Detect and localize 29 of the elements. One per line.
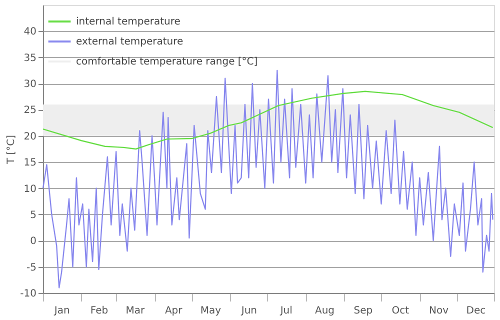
x-tick-label: Sep <box>354 306 373 316</box>
y-tick-label: -10 <box>20 288 36 300</box>
x-tick-label: Dec <box>466 306 486 316</box>
x-tick-label: Jun <box>240 306 257 316</box>
y-tick-label: 35 <box>24 52 36 64</box>
y-tick-label: 30 <box>24 79 36 90</box>
x-tick-label: Oct <box>392 306 410 316</box>
y-tick-label: 40 <box>24 26 36 38</box>
x-tick-label: Apr <box>164 306 184 316</box>
y-axis-title: T [°C] <box>6 134 18 166</box>
legend-label: comfortable temperature range [°C] <box>76 56 258 68</box>
y-tick-label: -5 <box>26 262 36 274</box>
y-tick-label: 20 <box>24 131 36 142</box>
y-tick-label: 10 <box>24 184 36 195</box>
x-tick-label: May <box>200 306 222 316</box>
line-series <box>42 90 494 150</box>
x-tick-label: Nov <box>428 306 449 316</box>
legend-label: external temperature <box>76 36 184 48</box>
line-series <box>42 70 494 288</box>
y-tick-label: 15 <box>24 158 36 169</box>
x-tick-label: Jul <box>279 306 292 316</box>
x-tick-label: Mar <box>126 306 146 316</box>
y-tick-label: 0 <box>30 236 36 248</box>
y-tick-label: 5 <box>30 210 36 221</box>
x-tick-label: Feb <box>90 306 108 316</box>
x-tick-label: Jan <box>53 306 70 316</box>
x-tick-label: Aug <box>314 306 335 316</box>
y-tick-label: 25 <box>24 105 36 116</box>
legend-label: internal temperature <box>76 16 180 28</box>
